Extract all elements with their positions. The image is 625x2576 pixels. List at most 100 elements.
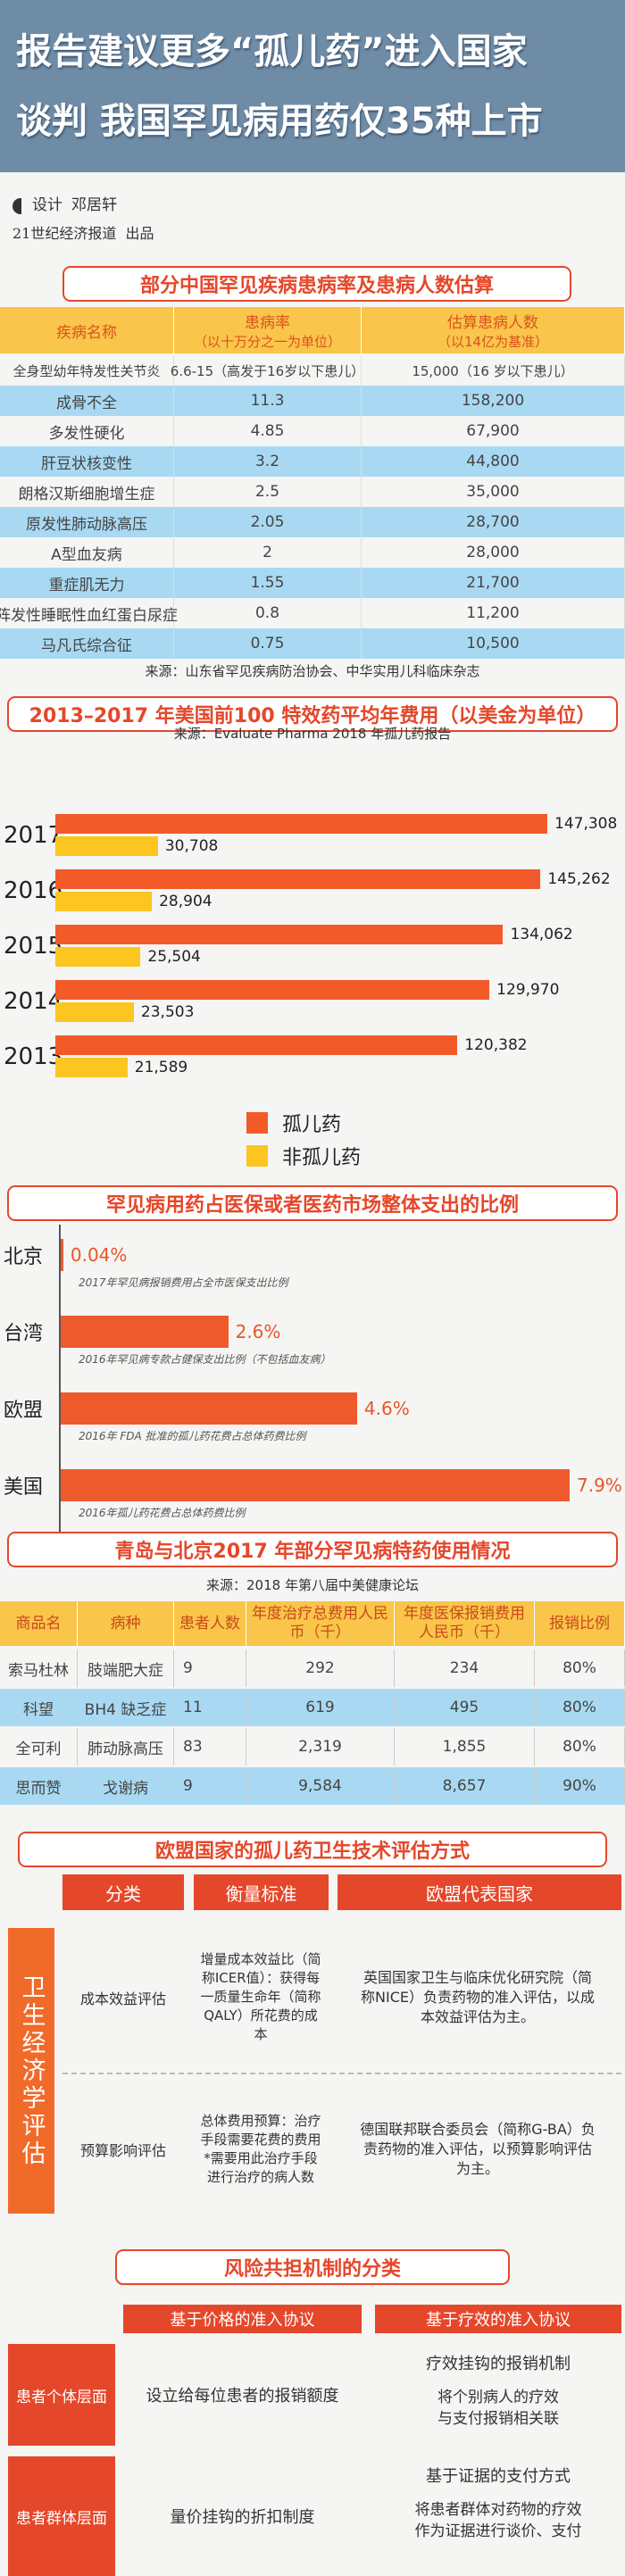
table-cell: 21,700 <box>362 568 625 598</box>
table-cell: 15,000（16 岁以下患儿） <box>362 355 625 386</box>
header-band <box>0 0 625 172</box>
bar <box>55 980 490 1000</box>
column-header: 基于疗效的准入协议 <box>375 2305 621 2333</box>
table-cell: 28,700 <box>362 507 625 537</box>
row-separator <box>62 2073 621 2074</box>
table-cell: 肝豆状核变性 <box>0 446 174 477</box>
table-header-cell: 报销比例 <box>535 1601 625 1646</box>
title-line: 报告建议更多“孤儿药”进入国家 <box>16 31 528 72</box>
column-label: 疾病名称 <box>56 323 117 342</box>
table-cell: 11.3 <box>174 386 362 416</box>
bar <box>55 892 153 911</box>
bar-note: 2016年 FDA 批准的孤儿药花费占总体药费比例 <box>79 1430 306 1442</box>
price-text: 设立给每位患者的报销额度 <box>146 2387 339 2406</box>
table-cell: A型血友病 <box>0 537 174 568</box>
column-header: 欧盟代表国家 <box>338 1874 621 1910</box>
value-label: 134,062 <box>510 926 573 943</box>
category-label: 美国 <box>4 1476 44 1499</box>
table-cell: 重症肌无力 <box>0 568 174 598</box>
table-cell: 0.75 <box>174 628 362 659</box>
legend-label: 非孤儿药 <box>282 1147 362 1169</box>
value-label: 25,504 <box>147 948 201 966</box>
value-label: 30,708 <box>164 837 219 855</box>
category-label: 欧盟 <box>4 1400 44 1422</box>
table-cell: 619 <box>246 1689 395 1726</box>
hta-country: 英国国家卫生与临床优化研究院（简称NICE）负责药物的准入评估，以成本效益评估为… <box>361 1968 595 2025</box>
category-label: 2017 <box>4 821 63 849</box>
bar <box>55 814 547 834</box>
table-header-cell: 估算患病人数 （以14亿为基准） <box>362 307 625 353</box>
table-cell: 44,800 <box>362 446 625 477</box>
efficacy-heading: 疗效挂钩的报销机制 <box>426 2355 571 2373</box>
table-cell: 成骨不全 <box>0 386 174 416</box>
value-label: 145,262 <box>547 870 611 888</box>
table-cell: 234 <box>395 1649 535 1687</box>
column-note: （以14亿为基准） <box>437 334 549 350</box>
table-cell: 全可利 <box>0 1728 78 1766</box>
section-title: 罕见病用药占医保或者医药市场整体支出的比例 <box>7 1185 618 1221</box>
table-cell: 全身型幼年特发性关节炎 <box>0 355 174 386</box>
table-cell: 2.5 <box>174 477 362 507</box>
table-cell: 83 <box>174 1728 246 1766</box>
category-label: 北京 <box>4 1246 44 1268</box>
bar-note: 2016年孤儿药花费占总体药费比例 <box>79 1507 246 1519</box>
category-label: 2016 <box>4 877 63 904</box>
table-cell: 9 <box>174 1649 246 1687</box>
hta-measure: 增量成本效益比（简称ICER值）：获得每一质量生命年（简称QALY）所花费的成本 <box>200 1951 321 2042</box>
byline-icon <box>12 198 21 214</box>
section-title: 风险共担机制的分类 <box>115 2249 510 2285</box>
column-label: 患病率 <box>245 314 290 332</box>
table-cell: 索马杜林 <box>0 1649 78 1687</box>
table-cell: 多发性硬化 <box>0 416 174 446</box>
legend-swatch <box>246 1112 268 1134</box>
hta-category: 预算影响评估 <box>79 2141 166 2159</box>
table-header-cell: 年度医保报销费用人民币（千） <box>395 1601 535 1646</box>
table-cell: 3.2 <box>174 446 362 477</box>
table-cell: 1,855 <box>395 1728 535 1766</box>
section-title: 青岛与北京2017 年部分罕见病特药使用情况 <box>7 1532 618 1567</box>
source-note: 来源：2018 年第八届中美健康论坛 <box>206 1576 419 1593</box>
title-line: 谈判 我国罕见病用药仅35种上市 <box>16 101 543 142</box>
table-cell: 2 <box>174 537 362 568</box>
chart-subtitle: 来源：Evaluate Pharma 2018 年孤儿药报告 <box>173 725 452 742</box>
table-cell: 495 <box>395 1689 535 1726</box>
table-cell: 2,319 <box>246 1728 395 1766</box>
table-cell: 马凡氏综合征 <box>0 628 174 659</box>
bar <box>55 925 504 944</box>
efficacy-detail: 将个别病人的疗效与支付报销相关联 <box>438 2389 559 2428</box>
axis-line <box>59 1225 61 1541</box>
column-note: （以十万分之一为单位） <box>193 334 341 350</box>
bar-note: 2017年罕见病报销费用占全市医保支出比例 <box>79 1276 288 1289</box>
table-header-cell: 商品名 <box>0 1601 78 1646</box>
table-cell: 肢端肥大症 <box>78 1649 174 1687</box>
legend-swatch <box>246 1145 268 1167</box>
section-title: 2013–2017 年美国前100 特效药平均年费用（以美金为单位） <box>7 696 618 732</box>
table-header-cell: 年度治疗总费用人民币（千） <box>246 1601 395 1646</box>
table-cell: BH4 缺乏症 <box>78 1689 174 1726</box>
value-label: 7.9% <box>577 1475 622 1496</box>
table-cell: 科望 <box>0 1689 78 1726</box>
level-label: 患者个体层面 <box>8 2344 115 2446</box>
bar <box>55 836 158 856</box>
table-cell: 11 <box>174 1689 246 1726</box>
bar <box>61 1239 63 1271</box>
designer: 邓居轩 <box>71 196 117 214</box>
table-header-cell: 病种 <box>78 1601 174 1646</box>
table-cell: 158,200 <box>362 386 625 416</box>
source-note: 来源：山东省罕见疾病防治协会、中华实用儿科临床杂志 <box>145 662 480 679</box>
value-label: 120,382 <box>464 1036 528 1054</box>
category-label: 2014 <box>4 987 63 1015</box>
value-label: 28,904 <box>159 893 212 910</box>
table-cell: 6.6-15（高发于16岁以下患儿） <box>171 355 364 386</box>
hta-category: 成本效益评估 <box>79 1990 166 2007</box>
category-label: 2015 <box>4 932 63 960</box>
table-cell: 10,500 <box>362 628 625 659</box>
table-cell: 292 <box>246 1649 395 1687</box>
table-cell: 4.85 <box>174 416 362 446</box>
bar <box>55 947 141 967</box>
table-cell: 67,900 <box>362 416 625 446</box>
price-text: 量价挂钩的折扣制度 <box>170 2508 315 2527</box>
bar <box>61 1392 357 1425</box>
table-cell: 9,584 <box>246 1767 395 1805</box>
group-label: 卫生经济学评估 <box>8 1928 54 2214</box>
